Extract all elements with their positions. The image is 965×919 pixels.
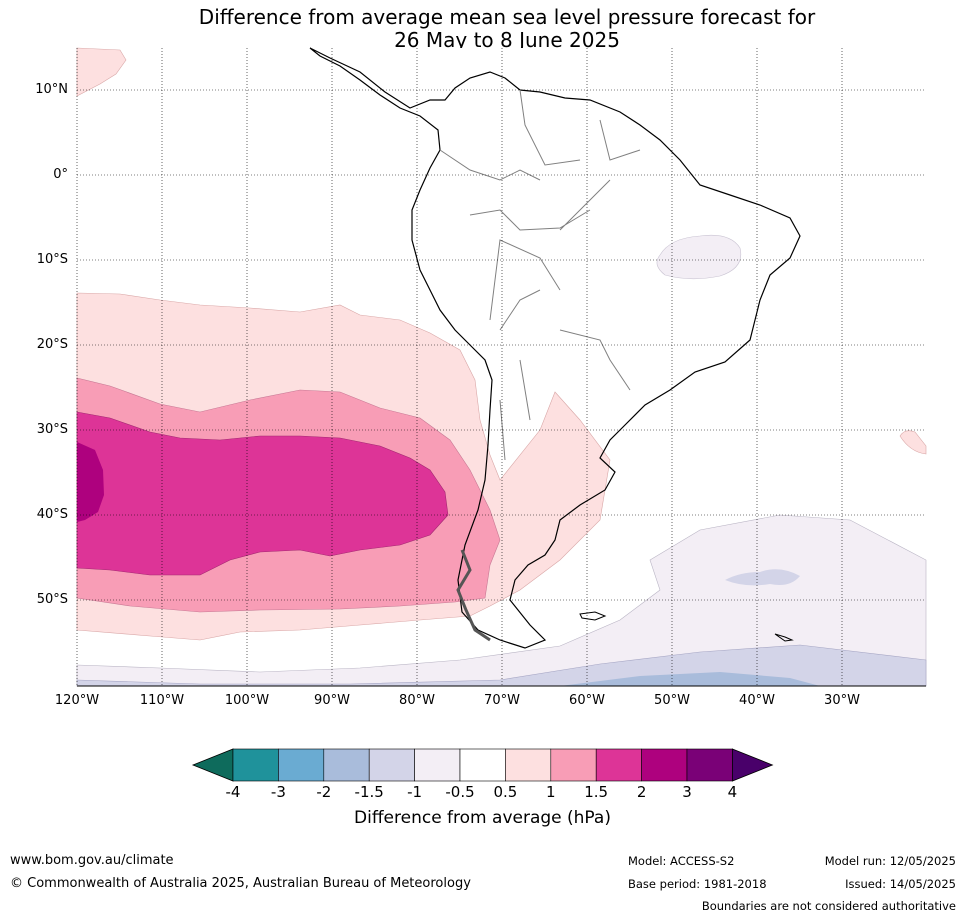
website-url[interactable]: www.bom.gov.au/climate bbox=[10, 853, 174, 868]
lat-label-0: 0° bbox=[53, 167, 68, 182]
lat-label-50s: 50°S bbox=[36, 592, 68, 607]
lon-label-50w: 50°W bbox=[654, 693, 690, 708]
country-borders bbox=[439, 89, 641, 461]
lat-label-10s: 10°S bbox=[36, 252, 68, 267]
colorbar-title: Difference from average (hPa) bbox=[354, 808, 611, 828]
south-america-coastline bbox=[309, 47, 801, 649]
anomaly-patch-minus-one-atlantic bbox=[725, 569, 800, 586]
colorbar-tick-label: 2 bbox=[636, 783, 647, 801]
lon-label-70w: 70°W bbox=[484, 693, 520, 708]
map-title-line-1: Difference from average mean sea level p… bbox=[198, 5, 816, 29]
colorbar-tick-label: -4 bbox=[225, 783, 241, 801]
anomaly-patch-minus-half-brazil bbox=[656, 234, 742, 280]
lon-label-90w: 90°W bbox=[314, 693, 350, 708]
boundaries-disclaimer: Boundaries are not considered authoritat… bbox=[701, 899, 956, 913]
base-period: Base period: 1981-2018 bbox=[628, 877, 767, 891]
lat-label-40s: 40°S bbox=[36, 507, 68, 522]
lon-label-60w: 60°W bbox=[569, 693, 605, 708]
anomaly-region-plus-two bbox=[77, 442, 104, 522]
lon-label-40w: 40°W bbox=[739, 693, 775, 708]
lon-label-100w: 100°W bbox=[224, 693, 270, 708]
colorbar-tick-label: 0.5 bbox=[493, 783, 518, 801]
colorbar-tick-label: -1 bbox=[407, 783, 423, 801]
colorbar-tick-label: -2 bbox=[316, 783, 332, 801]
issued-date: Issued: 14/05/2025 bbox=[845, 877, 956, 891]
lon-label-80w: 80°W bbox=[399, 693, 435, 708]
anomaly-patch-plus-half-atlantic bbox=[899, 430, 927, 455]
south-georgia bbox=[774, 633, 794, 642]
map-title-line-2: 26 May to 8 June 2025 bbox=[394, 28, 620, 52]
colorbar-tick-label: 4 bbox=[727, 783, 738, 801]
lat-label-10n: 10°N bbox=[35, 82, 68, 97]
lat-label-30s: 30°S bbox=[36, 422, 68, 437]
colorbar-tick-label: 1.5 bbox=[584, 783, 609, 801]
lon-label-120w: 120°W bbox=[54, 693, 100, 708]
anomaly-region-plus-onehalf bbox=[76, 411, 449, 576]
map-gridlines bbox=[76, 48, 926, 686]
lat-label-20s: 20°S bbox=[36, 337, 68, 352]
map-plot-area bbox=[76, 47, 927, 687]
anomaly-region-minus-half-south bbox=[76, 514, 927, 687]
copyright-notice: © Commonwealth of Australia 2025, Austra… bbox=[10, 876, 471, 891]
colorbar-tick-label: -0.5 bbox=[445, 783, 475, 801]
falkland-islands bbox=[579, 611, 607, 621]
colorbar-tick-label: 3 bbox=[682, 783, 692, 801]
colorbar-tick-label: 1 bbox=[546, 783, 556, 801]
model-name: Model: ACCESS-S2 bbox=[628, 854, 735, 868]
lon-label-30w: 30°W bbox=[824, 693, 860, 708]
lon-label-110w: 110°W bbox=[139, 693, 185, 708]
model-run-date: Model run: 12/05/2025 bbox=[824, 854, 956, 868]
anomaly-region-minus-onehalf-south bbox=[560, 672, 820, 686]
colorbar-tick-label: -3 bbox=[270, 783, 286, 801]
colorbar-tick-label: -1.5 bbox=[354, 783, 384, 801]
